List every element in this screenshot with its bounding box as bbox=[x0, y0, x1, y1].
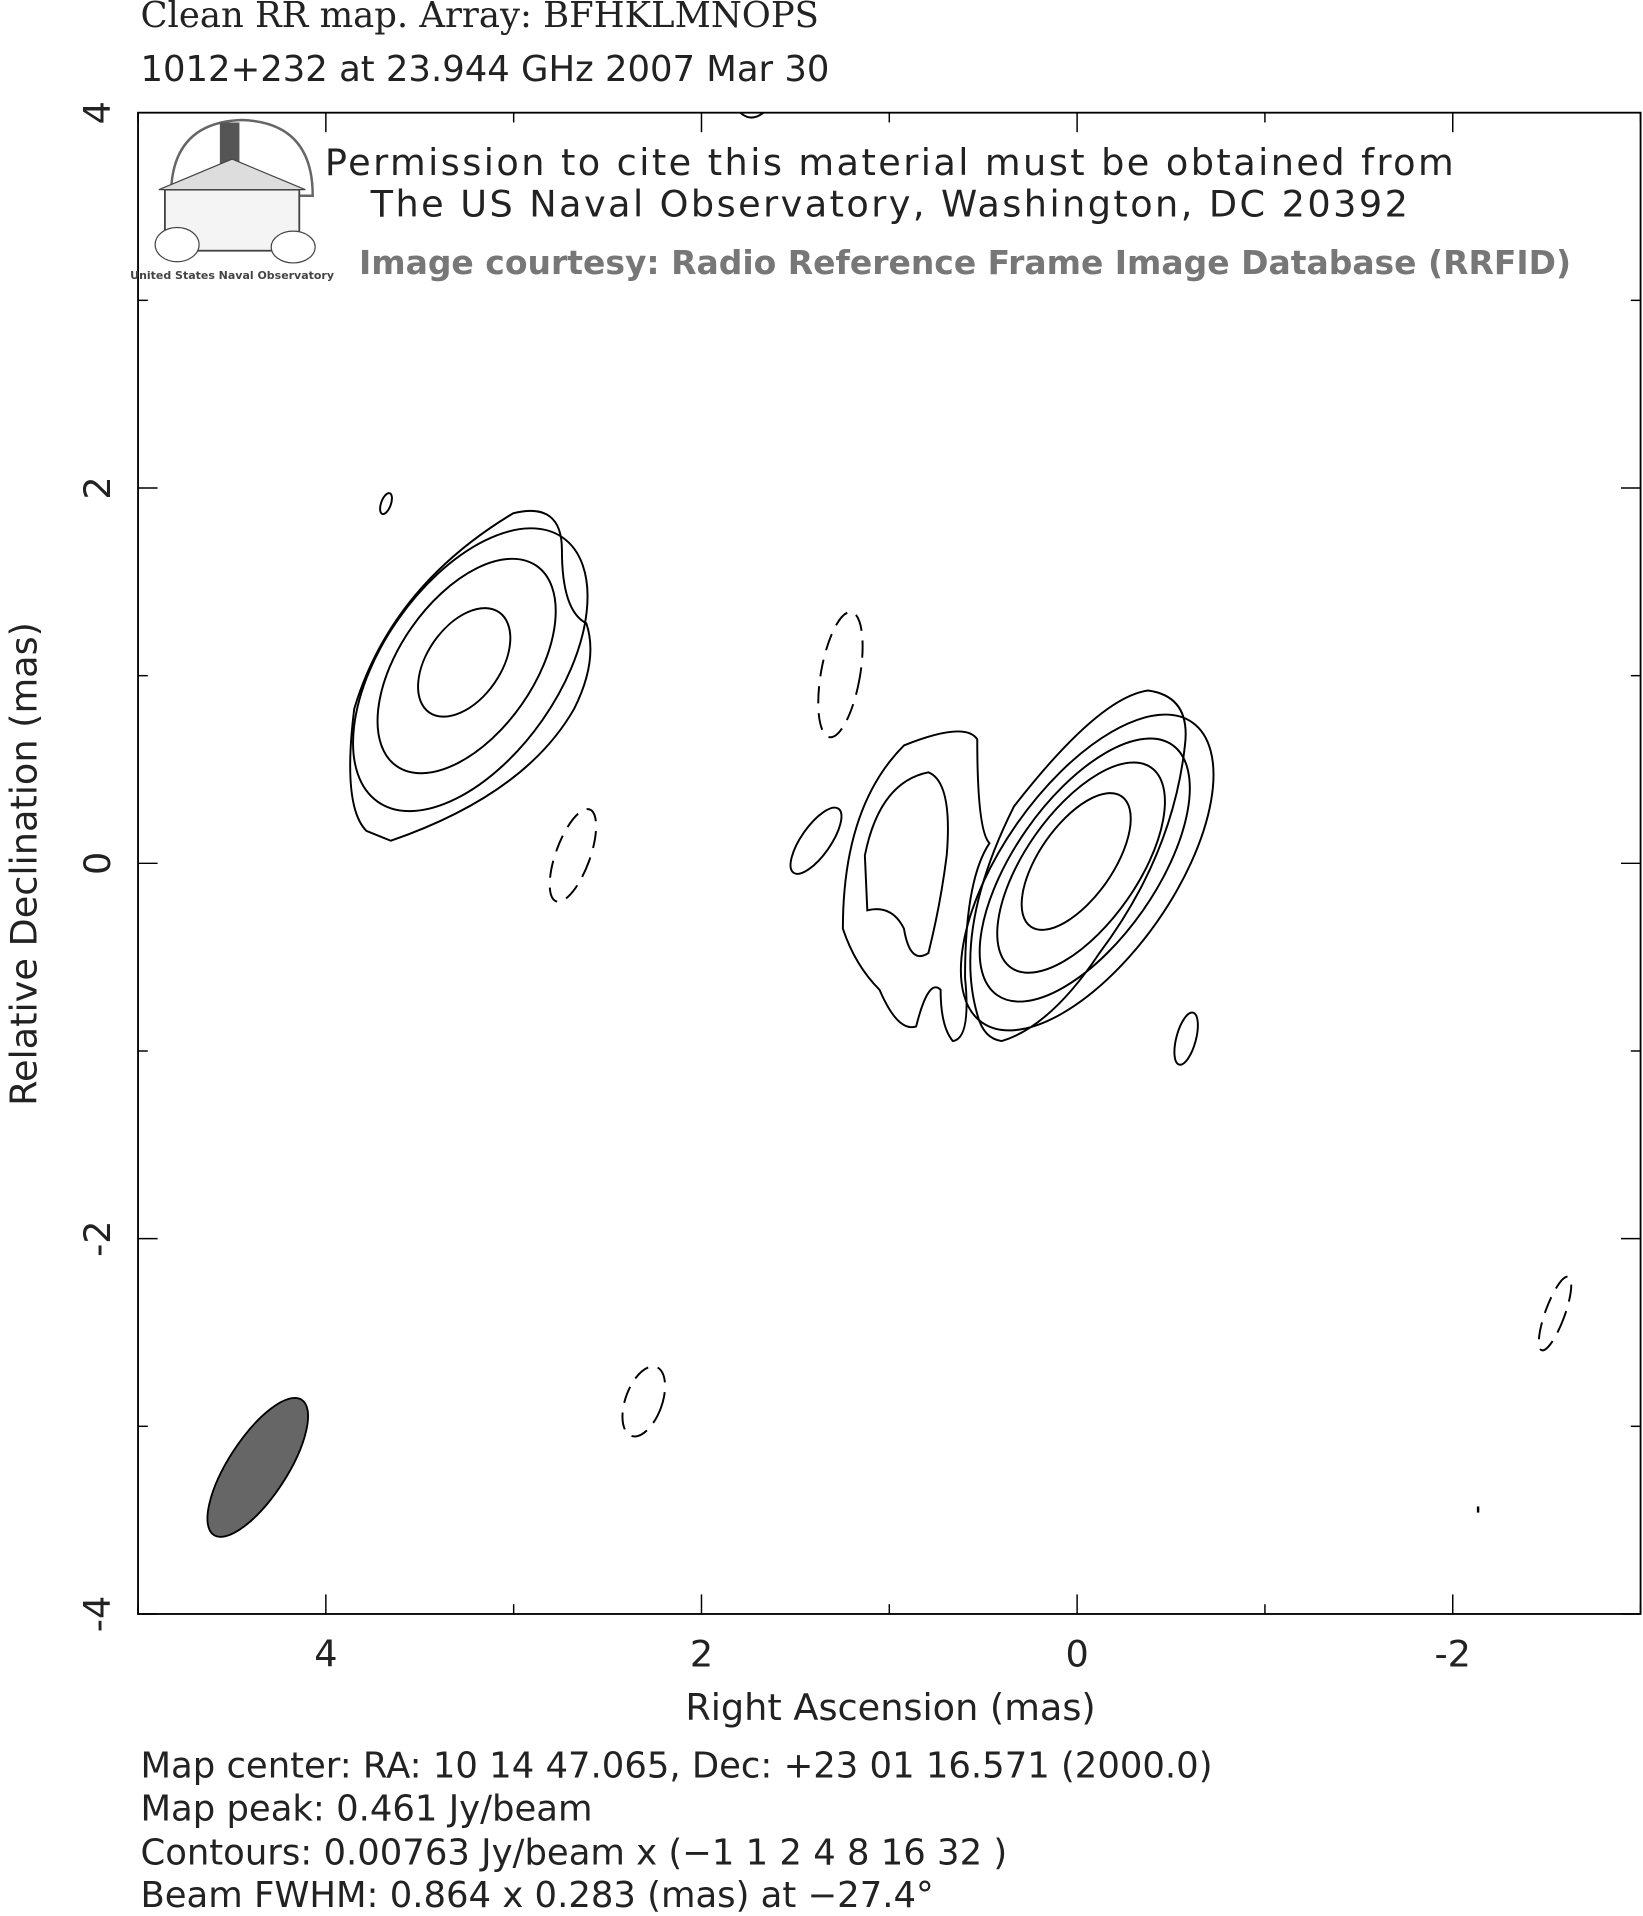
footer-line: Contours: 0.00763 Jy/beam x (−1 1 2 4 8 … bbox=[140, 1832, 1007, 1873]
x-tick-label: 0 bbox=[1065, 1633, 1088, 1676]
y-tick-label: -2 bbox=[76, 1220, 119, 1257]
x-tick-label: 2 bbox=[690, 1633, 713, 1676]
beam bbox=[206, 1396, 309, 1538]
x-axis-label: Right Ascension (mas) bbox=[685, 1686, 1095, 1729]
x-tick-label: -2 bbox=[1434, 1633, 1471, 1676]
logo: United States Naval Observatory bbox=[130, 118, 334, 282]
y-tick-label: 0 bbox=[76, 852, 119, 875]
permission-line: Permission to cite this material must be… bbox=[325, 141, 1456, 184]
logo-text: United States Naval Observatory bbox=[130, 269, 334, 282]
footer-line: Map center: RA: 10 14 47.065, Dec: +23 0… bbox=[140, 1746, 1212, 1787]
contours bbox=[349, 111, 1573, 1513]
plot-frame bbox=[137, 111, 1642, 1615]
y-axis-label: Relative Declination (mas) bbox=[3, 622, 46, 1106]
chart-subtitle: 1012+232 at 23.944 GHz 2007 Mar 30 bbox=[140, 49, 829, 90]
permission-line: The US Naval Observatory, Washington, DC… bbox=[370, 183, 1411, 226]
y-tick-label: 2 bbox=[76, 476, 119, 499]
footer-line: Beam FWHM: 0.864 x 0.283 (mas) at −27.4° bbox=[140, 1875, 933, 1916]
courtesy: Image courtesy: Radio Reference Frame Im… bbox=[359, 243, 1571, 282]
y-tick-label: -4 bbox=[76, 1596, 119, 1633]
y-tick-label: 4 bbox=[76, 101, 119, 124]
x-tick-label: 4 bbox=[314, 1633, 337, 1676]
footer-line: Map peak: 0.461 Jy/beam bbox=[140, 1788, 592, 1829]
chart-title: Clean RR map. Array: BFHKLMNOPS bbox=[140, 0, 818, 36]
